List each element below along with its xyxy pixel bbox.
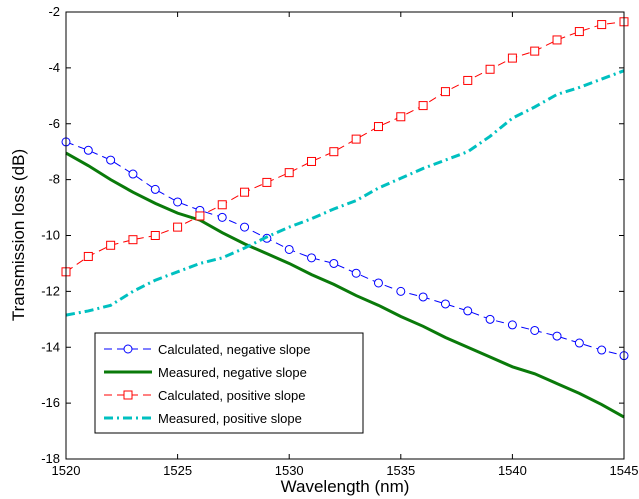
- series-calculated-positive-slope: [61, 17, 629, 277]
- legend-label: Measured, negative slope: [158, 365, 307, 380]
- data-point: [128, 169, 138, 179]
- data-point: [106, 240, 116, 250]
- x-axis-title: Wavelength (nm): [281, 477, 410, 496]
- y-tick-label: -4: [48, 60, 60, 75]
- data-point: [373, 122, 383, 132]
- data-point: [173, 197, 183, 207]
- y-tick-label: -18: [41, 451, 60, 466]
- series-line: [65, 69, 625, 317]
- data-point: [83, 145, 93, 155]
- data-point: [240, 187, 250, 197]
- data-point: [597, 20, 607, 30]
- data-point: [574, 338, 584, 348]
- y-tick-label: -10: [41, 228, 60, 243]
- data-point: [150, 231, 160, 240]
- data-point: [307, 156, 317, 166]
- data-point: [329, 258, 339, 268]
- data-point: [418, 101, 428, 111]
- data-point: [217, 200, 227, 210]
- x-tick-label: 1545: [610, 463, 639, 478]
- data-point: [128, 235, 138, 245]
- data-point: [597, 345, 607, 355]
- legend-label: Calculated, negative slope: [158, 342, 311, 357]
- data-point: [440, 87, 450, 97]
- x-tick-label: 1535: [386, 463, 415, 478]
- data-point: [83, 251, 93, 261]
- legend-label: Measured, positive slope: [158, 411, 302, 426]
- data-point: [351, 134, 361, 144]
- legend-item: Calculated, negative slope: [104, 342, 311, 357]
- data-point: [418, 292, 428, 302]
- data-point: [463, 306, 473, 316]
- data-point: [552, 331, 562, 341]
- data-point: [463, 75, 473, 85]
- x-tick-label: 1525: [163, 463, 192, 478]
- legend: Calculated, negative slope Measured, nega…: [94, 332, 364, 434]
- data-point: [485, 314, 495, 324]
- data-point: [150, 184, 160, 194]
- data-point: [507, 53, 517, 63]
- y-axis-title: Transmission loss (dB): [9, 149, 28, 321]
- legend-label: Calculated, positive slope: [158, 388, 305, 403]
- data-point: [284, 244, 294, 254]
- data-point: [530, 325, 540, 335]
- series-line: [65, 151, 625, 419]
- data-point: [507, 320, 517, 330]
- plot-frame: [65, 11, 625, 460]
- data-point: [262, 177, 272, 187]
- data-point: [106, 155, 116, 165]
- data-point: [329, 147, 339, 157]
- x-tick-label: 1520: [52, 463, 81, 478]
- y-tick-label: -6: [48, 116, 60, 131]
- series-measured-positive-slope: [65, 69, 625, 317]
- data-point: [284, 168, 294, 178]
- data-point: [574, 27, 584, 37]
- data-point: [530, 46, 540, 56]
- data-point: [351, 268, 361, 278]
- data-point: [373, 278, 383, 288]
- legend-marker: [123, 390, 133, 400]
- series-layer: [61, 17, 629, 419]
- legend-item: Measured, negative slope: [104, 365, 307, 380]
- x-tick-label: 1540: [498, 463, 527, 478]
- y-tick-label: -2: [48, 4, 60, 19]
- legend-marker: [123, 344, 133, 354]
- legend-item: Calculated, positive slope: [104, 388, 305, 403]
- x-tick-label: 1530: [275, 463, 304, 478]
- data-point: [195, 211, 205, 221]
- legend-item: Measured, positive slope: [104, 411, 302, 426]
- legend-box: [94, 332, 364, 434]
- data-point: [396, 286, 406, 296]
- y-tick-label: -16: [41, 395, 60, 410]
- y-tick-label: -12: [41, 283, 60, 298]
- data-point: [396, 112, 406, 122]
- data-point: [440, 299, 450, 309]
- y-tick-label: -8: [48, 172, 60, 187]
- data-point: [485, 64, 495, 74]
- y-tick-label: -14: [41, 339, 60, 354]
- data-point: [173, 222, 183, 232]
- ticks-layer: 1520 1525 1530 1535 1540 1545 -18 -16 -14 -12 -10 -…: [41, 4, 638, 478]
- data-point: [307, 253, 317, 263]
- series-measured-negative-slope: [65, 151, 625, 419]
- data-point: [217, 212, 227, 222]
- data-point: [240, 222, 250, 232]
- data-point: [552, 35, 562, 45]
